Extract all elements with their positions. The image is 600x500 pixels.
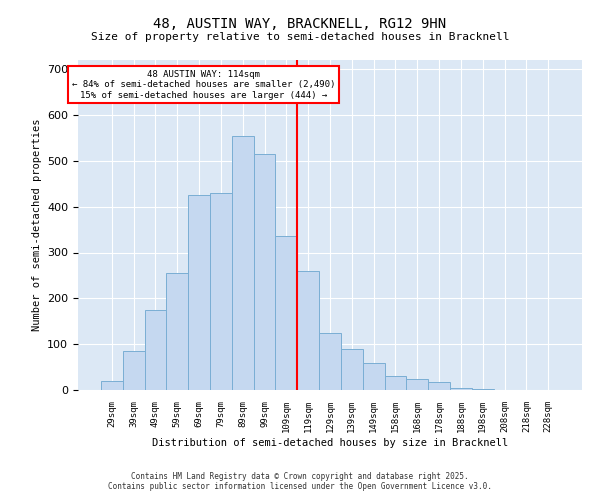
Bar	[101, 381, 123, 390]
Text: Contains HM Land Registry data © Crown copyright and database right 2025.
Contai: Contains HM Land Registry data © Crown c…	[108, 472, 492, 491]
Bar	[275, 236, 297, 390]
Bar	[166, 273, 188, 390]
Bar	[145, 310, 166, 390]
X-axis label: Distribution of semi-detached houses by size in Bracknell: Distribution of semi-detached houses by …	[152, 438, 508, 448]
Bar	[254, 154, 275, 390]
Y-axis label: Number of semi-detached properties: Number of semi-detached properties	[32, 118, 41, 331]
Bar	[406, 378, 428, 390]
Bar	[297, 271, 319, 390]
Bar	[232, 136, 254, 390]
Bar	[210, 193, 232, 390]
Bar	[188, 195, 210, 390]
Bar	[428, 382, 450, 390]
Text: 48, AUSTIN WAY, BRACKNELL, RG12 9HN: 48, AUSTIN WAY, BRACKNELL, RG12 9HN	[154, 18, 446, 32]
Bar	[319, 332, 341, 390]
Bar	[472, 388, 494, 390]
Bar	[363, 362, 385, 390]
Bar	[450, 388, 472, 390]
Bar	[341, 349, 363, 390]
Bar	[123, 351, 145, 390]
Text: 48 AUSTIN WAY: 114sqm
← 84% of semi-detached houses are smaller (2,490)
15% of s: 48 AUSTIN WAY: 114sqm ← 84% of semi-deta…	[72, 70, 335, 100]
Bar	[385, 376, 406, 390]
Text: Size of property relative to semi-detached houses in Bracknell: Size of property relative to semi-detach…	[91, 32, 509, 42]
